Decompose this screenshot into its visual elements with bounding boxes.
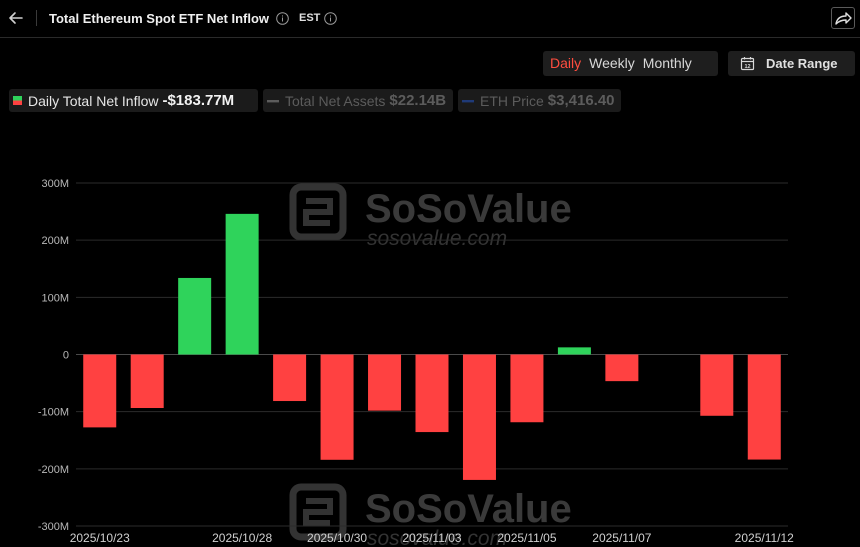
- bar-2025/11/12[interactable]: [747, 354, 781, 460]
- timezone-label: EST: [299, 12, 321, 24]
- y-tick-label: 300M: [41, 178, 69, 190]
- bar-2025/11/05[interactable]: [510, 354, 544, 423]
- watermark-brand-text: SoSoValue: [365, 187, 572, 231]
- y-tick-label: 100M: [41, 292, 69, 304]
- date-range-label: Date Range: [766, 56, 838, 71]
- watermark-url-text: sosovalue.com: [367, 527, 507, 547]
- x-tick-label: 2025/10/28: [212, 531, 272, 545]
- legend-item-net-inflow[interactable]: Daily Total Net Inflow -$183.77M: [9, 89, 258, 112]
- x-tick-label: 2025/11/05: [497, 531, 556, 545]
- calendar-icon: 12: [740, 57, 755, 71]
- line-swatch-icon: [267, 99, 279, 102]
- y-axis-ticks: 300M 200M 100M 0 -100M -200M -300M: [38, 178, 69, 533]
- top-bar: Total Ethereum Spot ETF Net Inflow EST: [0, 0, 860, 38]
- bar-2025/10/23[interactable]: [83, 354, 117, 428]
- line-swatch-icon: [462, 99, 474, 102]
- bar-2025/10/30[interactable]: [320, 354, 354, 460]
- x-axis-ticks: 2025/10/23 2025/10/28 2025/10/30 2025/11/03…: [70, 531, 794, 545]
- bar-2025/11/06[interactable]: [557, 347, 591, 355]
- bar-2025/11/04[interactable]: [462, 354, 496, 480]
- bar-2025/10/31[interactable]: [368, 354, 402, 411]
- bar-2025/10/29[interactable]: [273, 354, 307, 402]
- y-tick-label: 200M: [41, 235, 69, 247]
- x-tick-label: 2025/10/30: [307, 531, 367, 545]
- legend-item-net-assets[interactable]: Total Net Assets $22.14B: [263, 89, 453, 112]
- period-monthly-button[interactable]: Monthly: [642, 55, 692, 71]
- x-tick-label: 2025/10/23: [70, 531, 130, 545]
- period-weekly-button[interactable]: Weekly: [589, 55, 635, 71]
- bar-2025/10/28[interactable]: [225, 213, 259, 355]
- back-arrow-icon[interactable]: [6, 8, 26, 28]
- legend-value: -$183.77M: [162, 92, 235, 109]
- svg-text:12: 12: [744, 64, 750, 70]
- x-tick-label: 2025/11/12: [735, 531, 794, 545]
- y-tick-label: -100M: [38, 407, 69, 419]
- legend-value: $3,416.40: [547, 92, 615, 109]
- legend-item-eth-price[interactable]: ETH Price $3,416.40: [458, 89, 621, 112]
- legend-value: $22.14B: [389, 92, 447, 109]
- legend-label: Total Net Assets: [285, 92, 386, 109]
- watermark-url-text: sosovalue.com: [367, 227, 507, 250]
- bar-2025/10/24[interactable]: [130, 354, 164, 409]
- legend-label: ETH Price: [480, 92, 544, 109]
- bar-2025/11/07[interactable]: [605, 354, 639, 382]
- bar-2025/11/11[interactable]: [700, 354, 734, 416]
- y-tick-label: -200M: [38, 464, 69, 476]
- bar-2025/10/27[interactable]: [178, 277, 212, 355]
- info-icon[interactable]: [276, 12, 289, 25]
- watermark: SoSoValuesosovalue.comSoSoValuesosovalue…: [289, 183, 572, 547]
- bar-swatch-icon: [13, 96, 22, 105]
- x-tick-label: 2025/11/03: [402, 531, 461, 545]
- share-button[interactable]: [831, 7, 855, 29]
- date-range-button[interactable]: 12 Date Range: [728, 51, 855, 76]
- legend-label: Daily Total Net Inflow: [28, 92, 159, 109]
- y-tick-label: 0: [63, 350, 69, 362]
- bars: [83, 213, 781, 480]
- period-selector: Daily Weekly Monthly: [543, 51, 718, 76]
- bar-2025/11/03[interactable]: [415, 354, 449, 433]
- x-tick-label: 2025/11/07: [592, 531, 651, 545]
- divider: [36, 10, 37, 26]
- y-tick-label: -300M: [38, 521, 69, 533]
- share-icon: [835, 12, 852, 25]
- watermark-brand-text: SoSoValue: [365, 487, 572, 531]
- period-daily-button[interactable]: Daily: [550, 55, 582, 71]
- page-title: Total Ethereum Spot ETF Net Inflow: [49, 11, 270, 26]
- timezone-info-icon[interactable]: [324, 12, 337, 25]
